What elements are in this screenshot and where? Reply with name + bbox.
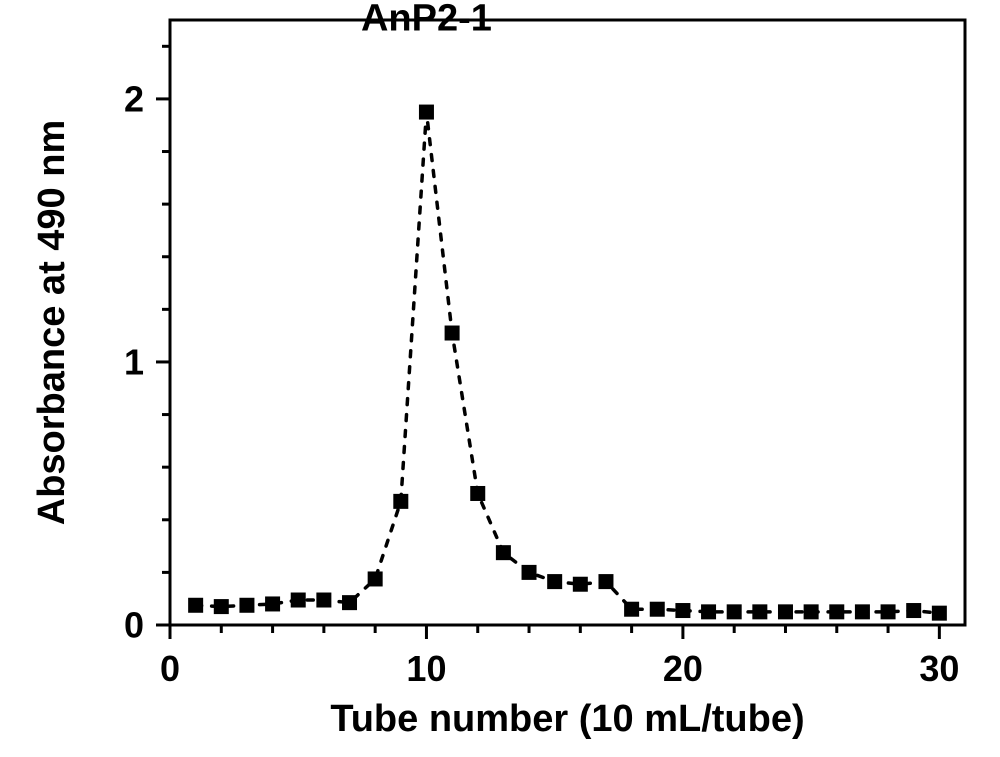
data-point (752, 604, 767, 619)
x-tick-label: 20 (663, 648, 703, 689)
data-point (932, 606, 947, 621)
data-point (829, 604, 844, 619)
peak-label: AnP2-1 (361, 0, 492, 40)
chart-container: 0 10 20 30 0 1 2 Tube number (10 mL/tube) Abso… (0, 0, 1000, 757)
data-point (624, 602, 639, 617)
data-point (342, 595, 357, 610)
data-point (881, 604, 896, 619)
x-axis-title: Tube number (10 mL/tube) (330, 698, 804, 740)
y-tick-label: 0 (124, 605, 144, 646)
data-point (727, 604, 742, 619)
data-point (393, 494, 408, 509)
data-point (804, 604, 819, 619)
data-point (470, 486, 485, 501)
y-axis-title: Absorbance at 490 nm (31, 120, 73, 525)
data-point (214, 599, 229, 614)
data-point (496, 545, 511, 560)
axes (156, 20, 965, 639)
data-point (316, 593, 331, 608)
data-point (445, 326, 460, 341)
series-markers (188, 105, 947, 621)
y-tick-label: 1 (124, 342, 144, 383)
x-tick-label: 30 (919, 648, 959, 689)
data-point (855, 604, 870, 619)
data-point (675, 603, 690, 618)
y-tick-label: 2 (124, 79, 144, 120)
data-point (265, 596, 280, 611)
data-point (239, 598, 254, 613)
tick-labels: 0 10 20 30 0 1 2 (124, 79, 959, 689)
data-point (573, 577, 588, 592)
data-point (778, 604, 793, 619)
data-point (188, 598, 203, 613)
data-point (368, 571, 383, 586)
data-point (598, 574, 613, 589)
data-point (701, 604, 716, 619)
x-tick-label: 10 (406, 648, 446, 689)
data-point (522, 565, 537, 580)
data-point (906, 603, 921, 618)
series-line (196, 112, 940, 613)
x-tick-label: 0 (160, 648, 180, 689)
data-point (547, 574, 562, 589)
data-point (291, 593, 306, 608)
data-point (419, 105, 434, 120)
data-point (650, 602, 665, 617)
absorbance-chart: 0 10 20 30 0 1 2 Tube number (10 mL/tube) Abso… (0, 0, 1000, 757)
